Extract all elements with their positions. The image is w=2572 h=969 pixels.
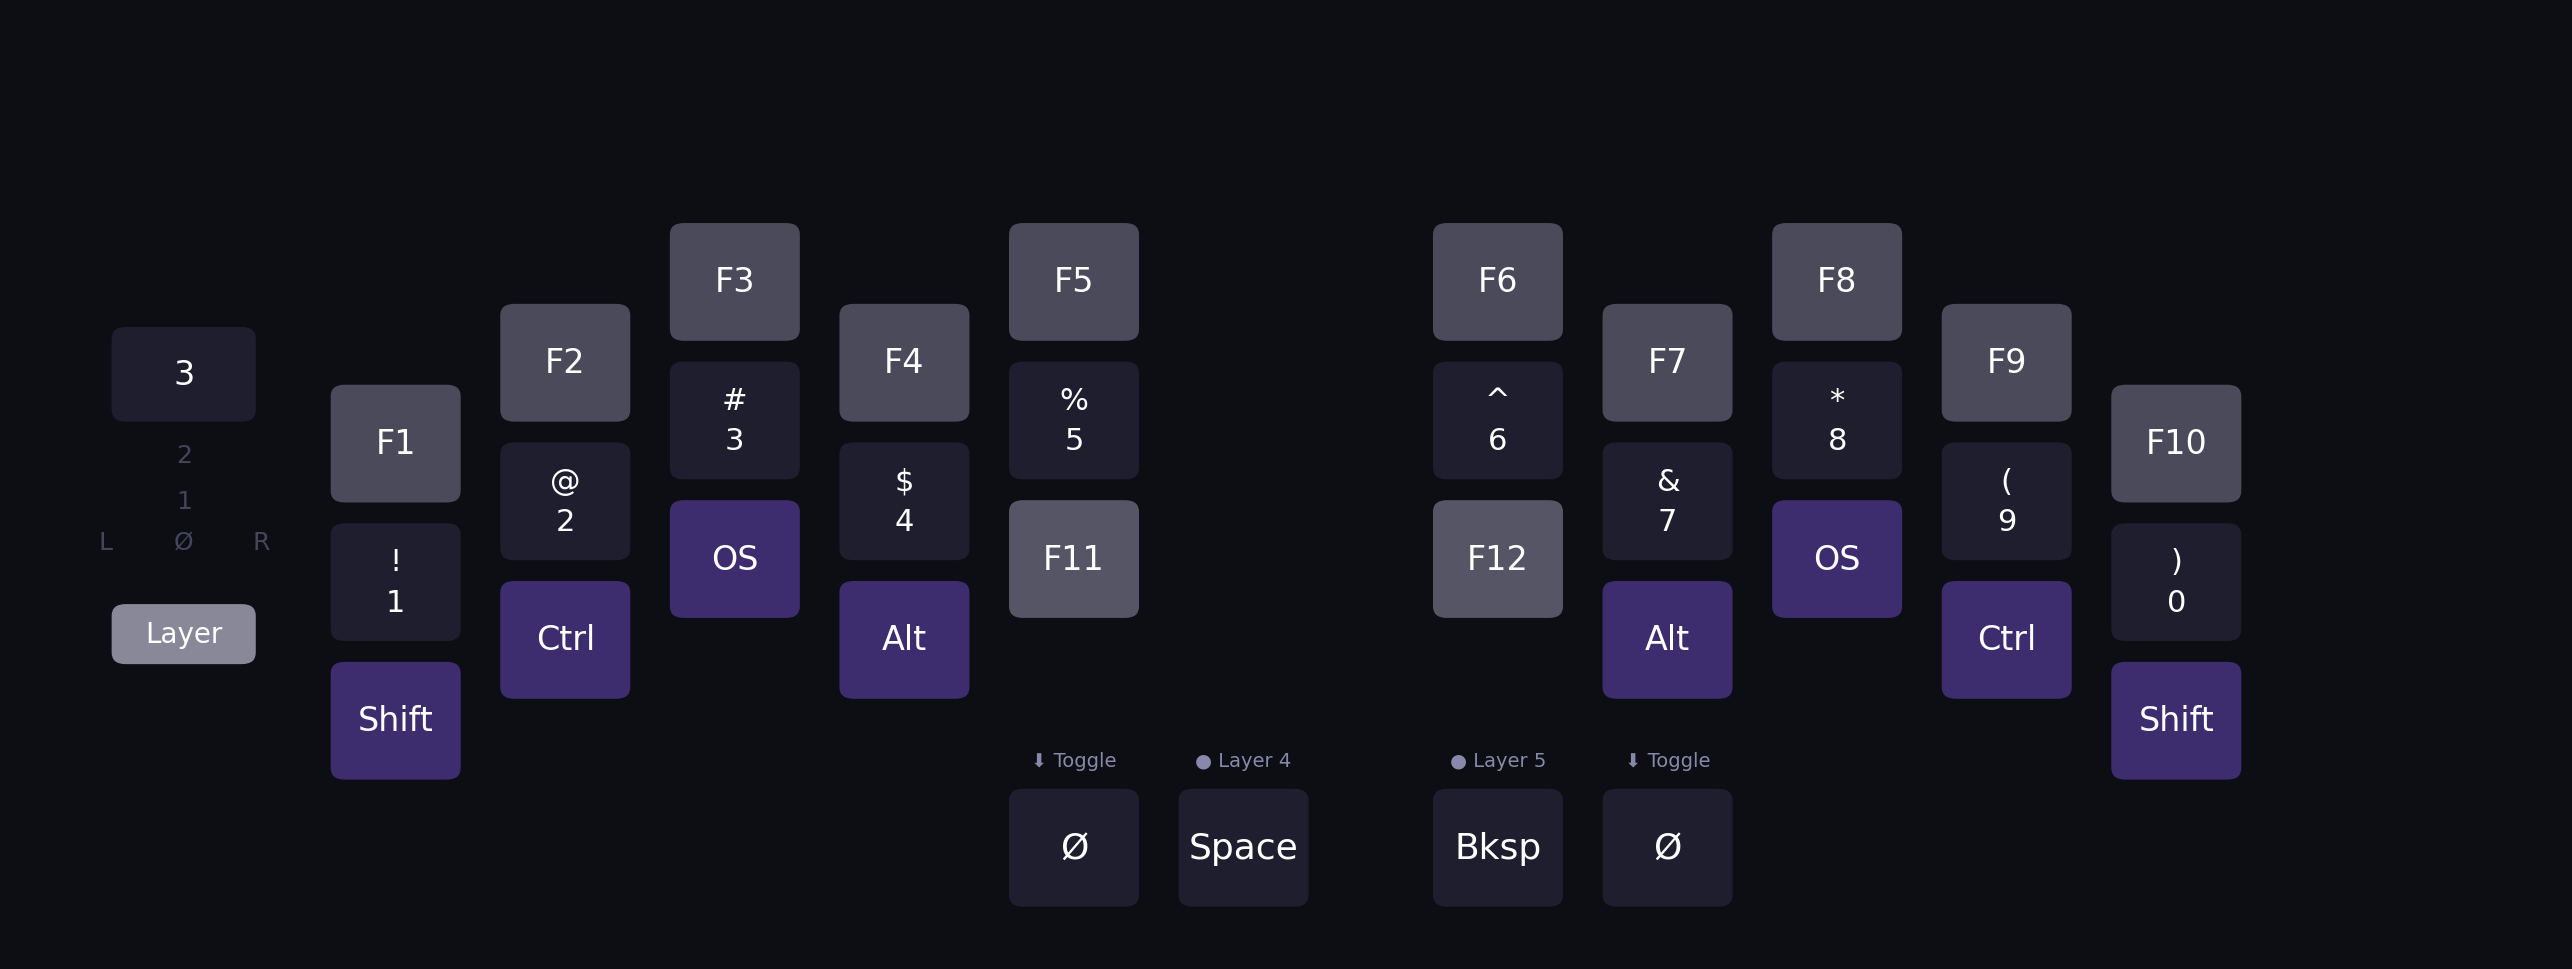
Text: 1: 1 [175,489,193,514]
Text: !
1: ! 1 [386,547,406,617]
Text: Bksp: Bksp [1453,830,1541,865]
Text: F4: F4 [885,347,926,380]
Text: F8: F8 [1816,266,1857,299]
FancyBboxPatch shape [502,581,630,699]
Text: F1: F1 [376,427,417,460]
FancyBboxPatch shape [838,443,970,561]
Text: Ø: Ø [1060,830,1088,865]
Text: Shift: Shift [358,704,435,737]
Text: ⬇ Toggle: ⬇ Toggle [1031,752,1116,770]
Text: F6: F6 [1479,266,1517,299]
Text: F9: F9 [1986,347,2027,380]
Text: F7: F7 [1646,347,1687,380]
FancyBboxPatch shape [1942,581,2070,699]
FancyBboxPatch shape [1433,501,1564,618]
Text: OS: OS [1813,543,1862,576]
FancyBboxPatch shape [1008,789,1139,907]
Text: F10: F10 [2145,427,2207,460]
Text: &
7: & 7 [1656,467,1680,537]
FancyBboxPatch shape [1433,362,1564,480]
Text: F5: F5 [1055,266,1093,299]
Text: Layer: Layer [144,620,221,648]
Text: R: R [252,530,270,554]
Text: L: L [98,530,113,554]
Text: )
0: ) 0 [2166,547,2186,617]
Text: OS: OS [710,543,759,576]
FancyBboxPatch shape [1772,501,1903,618]
Text: Ø: Ø [175,530,193,554]
FancyBboxPatch shape [1602,789,1734,907]
Text: $
4: $ 4 [895,467,913,537]
Text: Alt: Alt [1646,624,1690,657]
Text: #
3: # 3 [723,387,748,455]
Text: F11: F11 [1044,543,1106,576]
Text: 3: 3 [172,359,195,391]
FancyBboxPatch shape [838,304,970,422]
Text: ● Layer 5: ● Layer 5 [1451,752,1546,770]
Text: Ø: Ø [1654,830,1682,865]
FancyBboxPatch shape [1008,362,1139,480]
Text: 2: 2 [175,444,193,468]
Text: *
8: * 8 [1826,387,1847,455]
Text: ● Layer 4: ● Layer 4 [1196,752,1291,770]
FancyBboxPatch shape [111,328,255,422]
Text: F3: F3 [715,266,756,299]
FancyBboxPatch shape [502,304,630,422]
FancyBboxPatch shape [1008,224,1139,341]
FancyBboxPatch shape [2112,386,2240,503]
FancyBboxPatch shape [2112,523,2240,641]
FancyBboxPatch shape [669,224,800,341]
Text: Shift: Shift [2137,704,2214,737]
FancyBboxPatch shape [1433,789,1564,907]
Text: ^
6: ^ 6 [1484,387,1510,455]
FancyBboxPatch shape [669,362,800,480]
FancyBboxPatch shape [1433,224,1564,341]
Text: (
9: ( 9 [1996,467,2016,537]
FancyBboxPatch shape [669,501,800,618]
FancyBboxPatch shape [1178,789,1309,907]
Text: F12: F12 [1466,543,1528,576]
Text: F2: F2 [545,347,586,380]
Text: Alt: Alt [882,624,926,657]
Text: Ctrl: Ctrl [1978,624,2037,657]
FancyBboxPatch shape [1008,501,1139,618]
Text: %
5: % 5 [1060,387,1088,455]
Text: Ctrl: Ctrl [535,624,594,657]
FancyBboxPatch shape [2112,662,2240,780]
FancyBboxPatch shape [838,581,970,699]
FancyBboxPatch shape [1942,304,2070,422]
FancyBboxPatch shape [332,523,460,641]
FancyBboxPatch shape [1772,224,1903,341]
FancyBboxPatch shape [111,605,255,665]
FancyBboxPatch shape [1602,581,1734,699]
FancyBboxPatch shape [1602,304,1734,422]
Text: @
2: @ 2 [550,467,581,537]
Text: ⬇ Toggle: ⬇ Toggle [1626,752,1710,770]
FancyBboxPatch shape [1772,362,1903,480]
FancyBboxPatch shape [502,443,630,561]
FancyBboxPatch shape [1942,443,2070,561]
FancyBboxPatch shape [332,386,460,503]
FancyBboxPatch shape [332,662,460,780]
FancyBboxPatch shape [1602,443,1734,561]
Text: Space: Space [1188,830,1299,865]
